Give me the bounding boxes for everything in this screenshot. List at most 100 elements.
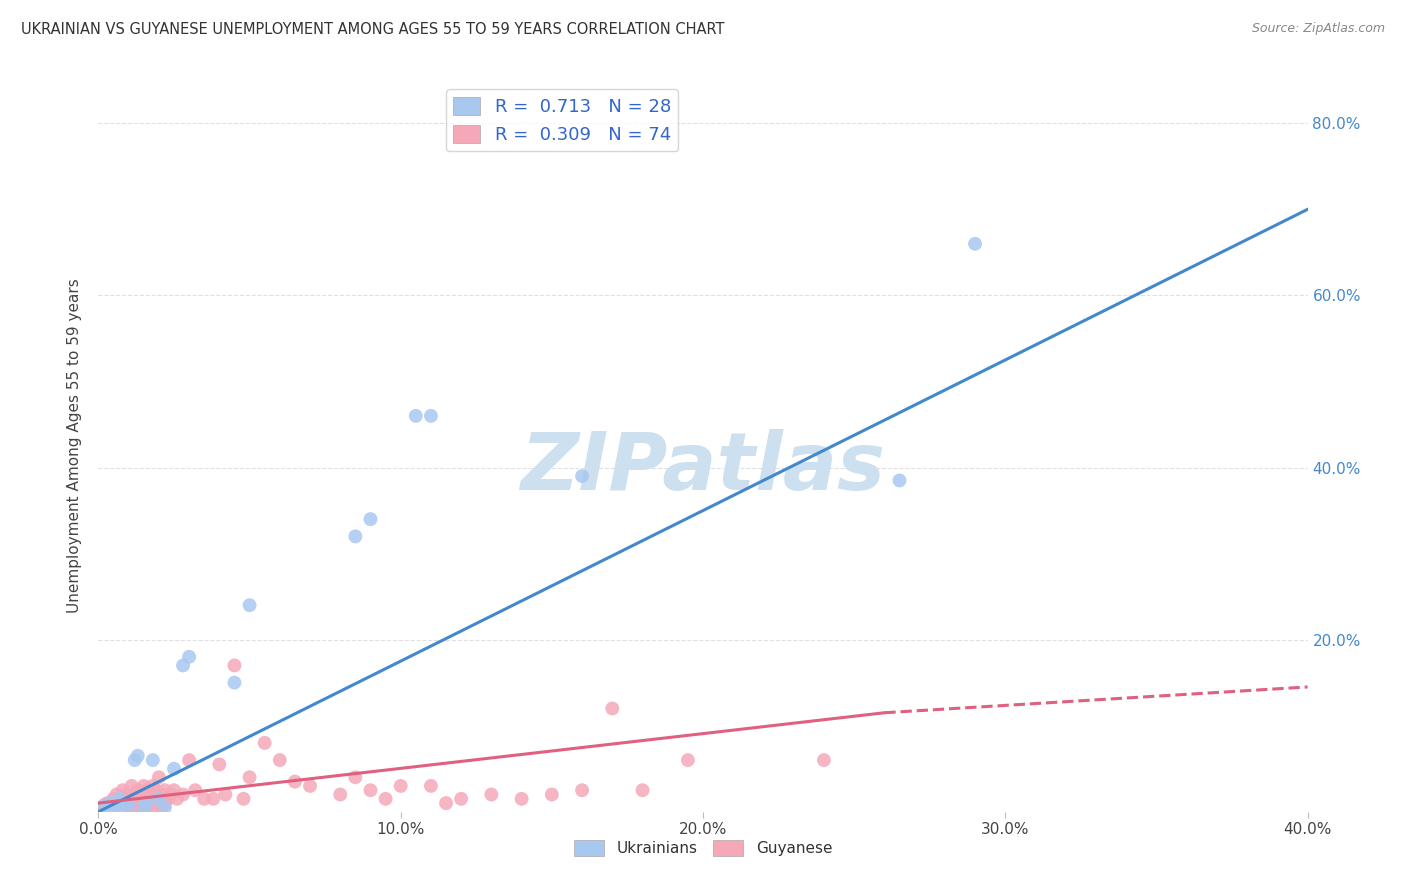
Point (540, 788, 562, 802)
Point (90, 800, 112, 814)
Point (90, 800, 112, 814)
Point (103, 792, 125, 806)
Point (510, 792, 533, 806)
Point (329, 788, 352, 802)
Point (118, 792, 141, 806)
Point (114, 796, 136, 810)
Point (571, 469, 593, 483)
Point (93, 797, 115, 812)
Point (103, 797, 125, 812)
Point (571, 783, 593, 797)
Point (602, 701, 624, 715)
Point (420, 409, 443, 423)
Point (150, 788, 173, 802)
Point (172, 788, 194, 802)
Point (139, 797, 162, 812)
Point (142, 779, 165, 793)
Point (965, 236, 987, 251)
Point (179, 753, 201, 767)
Point (676, 753, 699, 767)
Point (132, 796, 155, 810)
Point (135, 800, 157, 814)
Point (111, 783, 134, 797)
Point (118, 797, 141, 812)
Point (420, 779, 443, 793)
Point (344, 529, 367, 543)
Point (284, 774, 307, 789)
Point (148, 792, 170, 806)
Text: ZIPatlas: ZIPatlas (520, 429, 886, 507)
Point (121, 779, 143, 793)
Point (127, 748, 149, 763)
Point (360, 783, 382, 797)
Point (299, 779, 322, 793)
Point (124, 753, 146, 767)
Point (129, 792, 152, 806)
Text: UKRAINIAN VS GUYANESE UNEMPLOYMENT AMONG AGES 55 TO 59 YEARS CORRELATION CHART: UKRAINIAN VS GUYANESE UNEMPLOYMENT AMONG… (21, 22, 724, 37)
Point (239, 598, 262, 612)
Point (360, 512, 382, 526)
Point (148, 796, 170, 810)
Point (184, 783, 207, 797)
Point (450, 792, 472, 806)
Point (163, 762, 186, 776)
Point (124, 788, 146, 802)
Point (111, 796, 134, 810)
Point (156, 792, 179, 806)
Point (108, 792, 131, 806)
Point (153, 783, 176, 797)
Point (124, 800, 146, 814)
Point (121, 796, 143, 810)
Point (172, 658, 194, 673)
Point (127, 783, 149, 797)
Point (118, 800, 141, 814)
Point (96, 797, 118, 812)
Point (374, 792, 396, 806)
Point (153, 796, 176, 810)
Point (132, 800, 155, 814)
Point (145, 783, 167, 797)
Point (813, 753, 835, 767)
Point (153, 800, 176, 814)
Point (224, 675, 246, 690)
Point (100, 800, 122, 814)
Point (405, 409, 427, 423)
Point (163, 783, 186, 797)
Point (142, 796, 165, 810)
Point (253, 736, 276, 750)
Point (103, 800, 125, 814)
Legend: Ukrainians, Guyanese: Ukrainians, Guyanese (568, 834, 838, 863)
Point (269, 753, 291, 767)
Y-axis label: Unemployment Among Ages 55 to 59 years: Unemployment Among Ages 55 to 59 years (67, 278, 83, 614)
Point (129, 800, 152, 814)
Point (193, 792, 215, 806)
Point (132, 779, 155, 793)
Point (108, 797, 131, 812)
Point (145, 800, 167, 814)
Point (114, 797, 136, 812)
Point (105, 788, 128, 802)
Point (160, 788, 183, 802)
Point (239, 770, 262, 784)
Point (344, 770, 367, 784)
Point (389, 779, 412, 793)
Point (481, 788, 503, 802)
Point (105, 796, 128, 810)
Point (111, 800, 134, 814)
Point (135, 796, 157, 810)
Point (142, 753, 165, 767)
Point (100, 796, 122, 810)
Point (96, 796, 118, 810)
Point (114, 788, 136, 802)
Point (631, 783, 654, 797)
Text: Source: ZipAtlas.com: Source: ZipAtlas.com (1251, 22, 1385, 36)
Point (889, 474, 911, 488)
Point (179, 649, 201, 664)
Point (224, 658, 246, 673)
Point (127, 796, 149, 810)
Point (232, 792, 254, 806)
Point (105, 796, 128, 810)
Point (108, 792, 131, 806)
Point (148, 770, 170, 784)
Point (139, 788, 162, 802)
